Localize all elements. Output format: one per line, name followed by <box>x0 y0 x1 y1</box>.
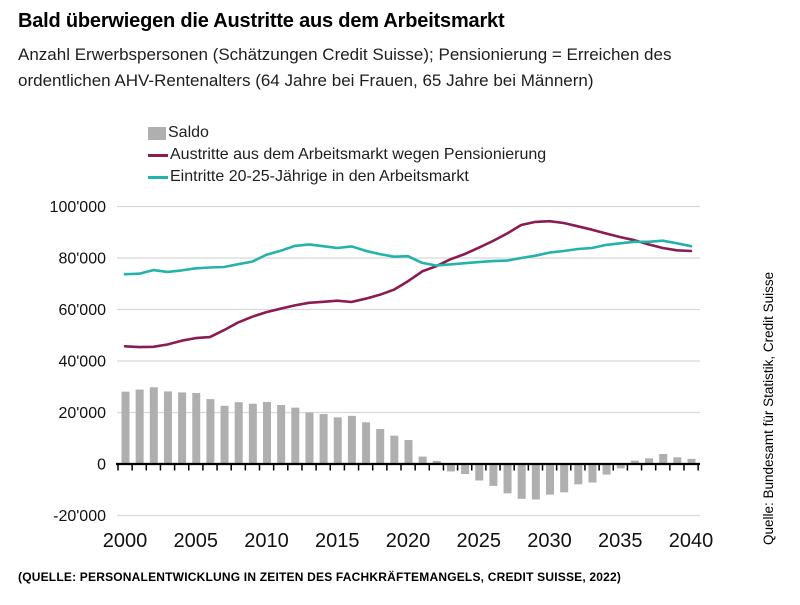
svg-text:0: 0 <box>97 457 106 474</box>
side-source-note: Quelle: Bundesamt für Statistik, Credit … <box>761 271 776 545</box>
legend-item-austritte: Austritte aus dem Arbeitsmarkt wegen Pen… <box>148 144 546 166</box>
legend-item-saldo: Saldo <box>148 122 546 144</box>
svg-text:2040: 2040 <box>669 530 714 552</box>
legend-label-eintritte: Eintritte 20-25-Jährige in den Arbeitsma… <box>170 168 469 185</box>
svg-text:-20'000: -20'000 <box>53 508 106 525</box>
svg-text:2015: 2015 <box>315 530 360 552</box>
svg-text:2020: 2020 <box>386 530 431 552</box>
svg-text:2025: 2025 <box>457 530 502 552</box>
chart-subtitle: Anzahl Erwerbspersonen (Schätzungen Cred… <box>18 42 671 94</box>
svg-text:60'000: 60'000 <box>58 302 106 319</box>
chart-subtitle-line1: Anzahl Erwerbspersonen (Schätzungen Cred… <box>18 45 672 64</box>
page-title: Bald überwiegen die Austritte aus dem Ar… <box>18 10 505 32</box>
svg-text:2000: 2000 <box>103 530 148 552</box>
svg-text:40'000: 40'000 <box>58 354 106 371</box>
chart-subtitle-line2: ordentlichen AHV-Rentenalters (64 Jahre … <box>18 71 594 90</box>
svg-text:2035: 2035 <box>598 530 643 552</box>
svg-text:2010: 2010 <box>244 530 289 552</box>
svg-text:80'000: 80'000 <box>58 251 106 268</box>
legend-label-austritte: Austritte aus dem Arbeitsmarkt wegen Pen… <box>170 146 547 163</box>
chart-legend: Saldo Austritte aus dem Arbeitsmarkt weg… <box>148 122 546 188</box>
legend-label-saldo: Saldo <box>168 124 209 141</box>
saldo-bar-swatch-icon <box>148 126 166 140</box>
legend-item-eintritte: Eintritte 20-25-Jährige in den Arbeitsma… <box>148 166 546 188</box>
chart-canvas: 100'000 80'000 60'000 40'000 20'000 0 -20'000 2… <box>50 199 714 552</box>
footer-source-note: (QUELLE: PERSONALENTWICKLUNG IN ZEITEN D… <box>18 570 622 584</box>
svg-text:2005: 2005 <box>174 530 219 552</box>
svg-text:20'000: 20'000 <box>58 405 106 422</box>
svg-text:2030: 2030 <box>527 530 572 552</box>
austritte-line-swatch-icon <box>148 153 168 157</box>
svg-text:100'000: 100'000 <box>50 199 107 216</box>
eintritte-line-swatch-icon <box>148 175 168 179</box>
